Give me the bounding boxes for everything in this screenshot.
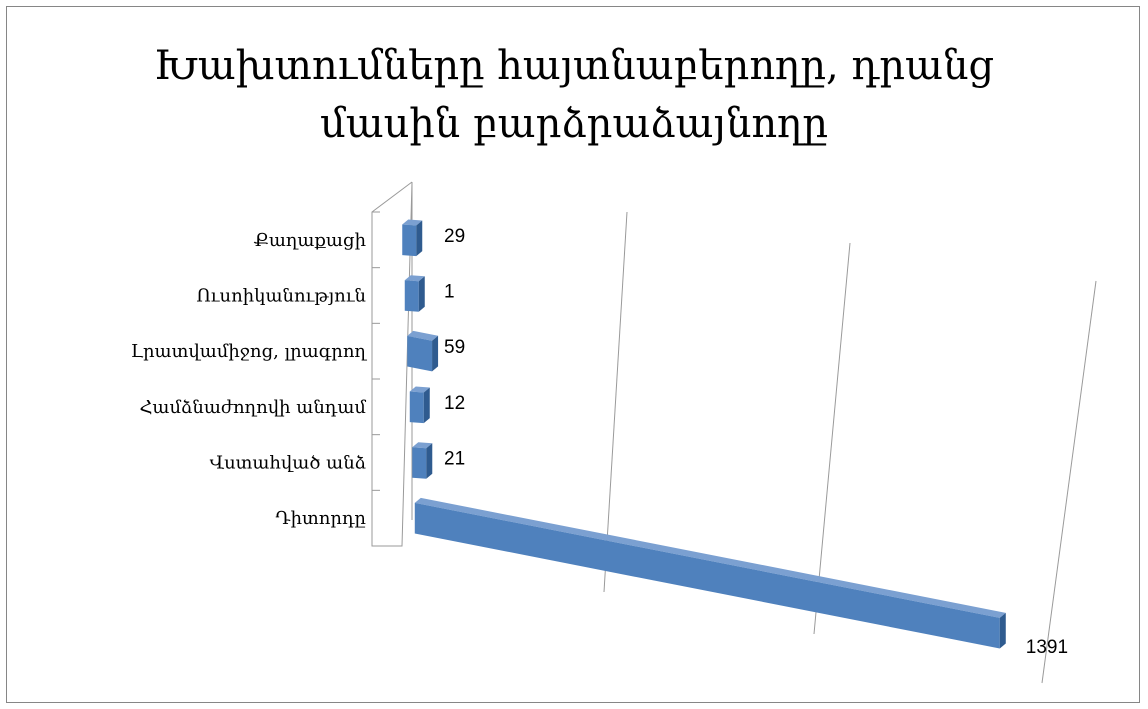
data-label: 21 [444,449,465,470]
gridline [813,242,851,635]
category-label: Քաղաքացի [254,230,366,251]
data-label: 29 [444,226,465,247]
data-label: 1 [444,282,455,303]
bar-end-face [418,276,425,312]
bar [412,447,427,479]
category-label: Համձնաժողովի անդամ [139,397,366,418]
category-label: Լրատվամիջոց, լրագրող [131,341,368,362]
bar [402,224,417,257]
bar-end-face [999,612,1006,649]
gridline [1041,280,1097,684]
bar-top-face [407,330,439,341]
bar-end-face [423,387,430,424]
bar-top-face [412,442,433,449]
chart-frame: Խախտումները հայտնաբերողը, դրանց մասին բա… [6,6,1140,703]
bar [409,391,424,424]
data-label: 1391 [1026,637,1068,658]
bar-top-face [414,497,1006,618]
bar-end-face [426,443,433,479]
bar [414,502,1000,649]
chart-title-line-2: մասին բարձրաձայնողը [319,101,829,147]
bar-top-face [404,275,425,282]
data-label: 12 [444,393,465,414]
category-label: Ուսոիկանություն [196,286,366,307]
bar-top-face [409,386,430,393]
category-label: Վստահված անձ [210,453,366,474]
chart-title-line-1: Խախտումները հայտնաբերողը, դրանց [153,43,995,89]
data-label: 59 [444,337,465,358]
chart-title: Խախտումները հայտնաբերողը, դրանց մասին բա… [7,37,1141,153]
gridline [603,211,628,593]
bar [404,280,419,312]
bar-end-face [432,335,439,372]
bar-top-face [402,219,423,226]
category-label: Դիտորդը [275,508,366,529]
bar [407,335,433,372]
bar-end-face [416,220,423,257]
